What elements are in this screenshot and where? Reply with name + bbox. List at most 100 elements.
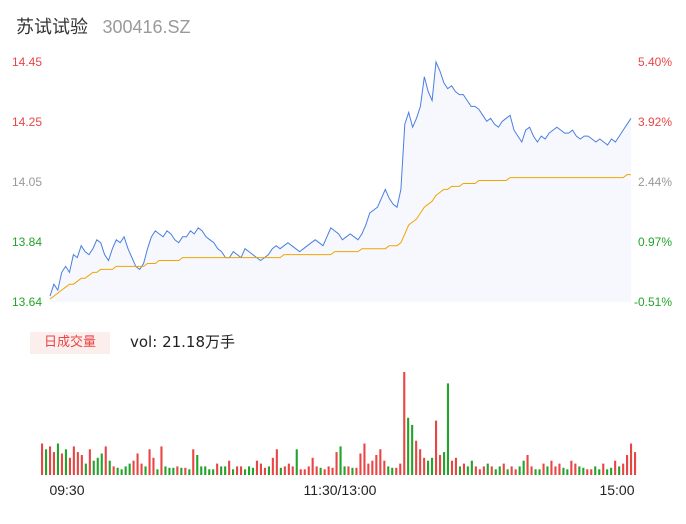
volume-bar bbox=[395, 467, 398, 475]
price-tick-label: 14.45 bbox=[12, 55, 42, 69]
percent-tick-label: 5.40% bbox=[638, 55, 672, 69]
volume-bar bbox=[112, 466, 115, 475]
volume-bar bbox=[232, 469, 235, 475]
volume-bar bbox=[431, 457, 434, 475]
volume-bar bbox=[259, 463, 262, 475]
average-line bbox=[49, 174, 631, 300]
volume-bar bbox=[598, 469, 601, 475]
volume-bar bbox=[104, 446, 107, 475]
volume-bar bbox=[634, 452, 637, 475]
volume-bar bbox=[244, 469, 247, 475]
volume-bar bbox=[208, 469, 211, 475]
volume-bar bbox=[510, 466, 513, 475]
volume-bar bbox=[108, 460, 111, 475]
volume-bar bbox=[196, 455, 199, 475]
volume-bar bbox=[590, 469, 593, 475]
price-area bbox=[50, 62, 631, 302]
time-tick-label: 15:00 bbox=[599, 482, 634, 498]
volume-bar bbox=[248, 466, 251, 475]
volume-bar bbox=[558, 463, 561, 475]
volume-bar bbox=[586, 469, 589, 475]
volume-bar bbox=[618, 466, 621, 475]
volume-bar bbox=[482, 466, 485, 475]
percent-axis: 5.40% 3.92% 2.44% 0.97% -0.51% bbox=[634, 55, 672, 309]
volume-bar bbox=[52, 452, 55, 475]
volume-bar bbox=[224, 466, 227, 475]
volume-bar bbox=[375, 455, 378, 475]
volume-bar bbox=[610, 467, 613, 475]
volume-bar bbox=[72, 446, 75, 475]
percent-tick-label: -0.51% bbox=[634, 295, 672, 309]
volume-bar bbox=[96, 457, 99, 475]
volume-bar bbox=[60, 453, 63, 475]
volume-bar bbox=[347, 466, 350, 475]
percent-tick-label: 0.97% bbox=[638, 235, 672, 249]
volume-bar bbox=[351, 467, 354, 475]
volume-bar bbox=[490, 466, 493, 475]
volume-bar bbox=[630, 443, 633, 475]
volume-bars bbox=[41, 372, 637, 476]
volume-bar bbox=[255, 460, 258, 475]
volume-bar bbox=[100, 453, 103, 475]
time-tick-label: 09:30 bbox=[49, 482, 84, 498]
price-line bbox=[49, 60, 632, 297]
volume-bar bbox=[275, 449, 278, 476]
volume-bar bbox=[622, 463, 625, 475]
volume-bar bbox=[88, 449, 91, 476]
volume-bar bbox=[439, 455, 442, 475]
volume-bar bbox=[303, 469, 306, 475]
volume-bar bbox=[287, 463, 290, 475]
volume-bar bbox=[168, 467, 171, 475]
volume-bar bbox=[236, 466, 239, 475]
price-tick-label: 13.64 bbox=[12, 295, 42, 309]
volume-bar bbox=[132, 460, 135, 475]
volume-bar bbox=[435, 420, 438, 475]
volume-bar bbox=[423, 457, 426, 475]
volume-bar bbox=[307, 466, 310, 475]
volume-bar bbox=[359, 453, 362, 475]
volume-bar bbox=[331, 467, 334, 475]
volume-bar bbox=[399, 463, 402, 475]
volume-bar bbox=[172, 467, 175, 475]
stock-header: 苏试试验 300416.SZ bbox=[16, 13, 191, 39]
volume-bar bbox=[220, 466, 223, 475]
volume-bar bbox=[578, 466, 581, 475]
volume-bar bbox=[379, 449, 382, 476]
volume-bar bbox=[518, 466, 521, 475]
volume-bar bbox=[116, 467, 119, 475]
volume-bar bbox=[458, 466, 461, 475]
volume-bar bbox=[403, 372, 406, 475]
volume-bar bbox=[291, 466, 294, 475]
volume-bar bbox=[419, 449, 422, 476]
volume-bar bbox=[446, 383, 449, 475]
volume-bar bbox=[494, 469, 497, 475]
volume-bar bbox=[56, 443, 59, 475]
volume-bar bbox=[271, 457, 274, 475]
volume-bar bbox=[387, 466, 390, 475]
volume-bar bbox=[176, 466, 179, 475]
volume-bar bbox=[474, 466, 477, 475]
volume-bar bbox=[363, 443, 366, 475]
volume-bar bbox=[470, 460, 473, 475]
volume-bar bbox=[41, 443, 44, 475]
volume-bar bbox=[216, 463, 219, 475]
volume-bar bbox=[192, 449, 195, 476]
volume-bar bbox=[311, 457, 314, 475]
price-tick-label: 14.25 bbox=[12, 115, 42, 129]
volume-bar bbox=[355, 467, 358, 475]
volume-bar bbox=[140, 463, 143, 475]
volume-bar bbox=[407, 417, 410, 475]
volume-bar bbox=[443, 452, 446, 475]
volume-bar bbox=[152, 457, 155, 475]
volume-bar bbox=[570, 460, 573, 475]
volume-bar bbox=[538, 469, 541, 475]
volume-bar bbox=[383, 460, 386, 475]
volume-bar bbox=[45, 449, 48, 476]
volume-bar bbox=[240, 466, 243, 475]
volume-bar bbox=[180, 467, 183, 475]
percent-tick-label: 3.92% bbox=[638, 115, 672, 129]
volume-bar bbox=[415, 440, 418, 475]
volume-bar bbox=[498, 466, 501, 475]
volume-bar bbox=[450, 460, 453, 475]
volume-bar bbox=[124, 466, 127, 475]
